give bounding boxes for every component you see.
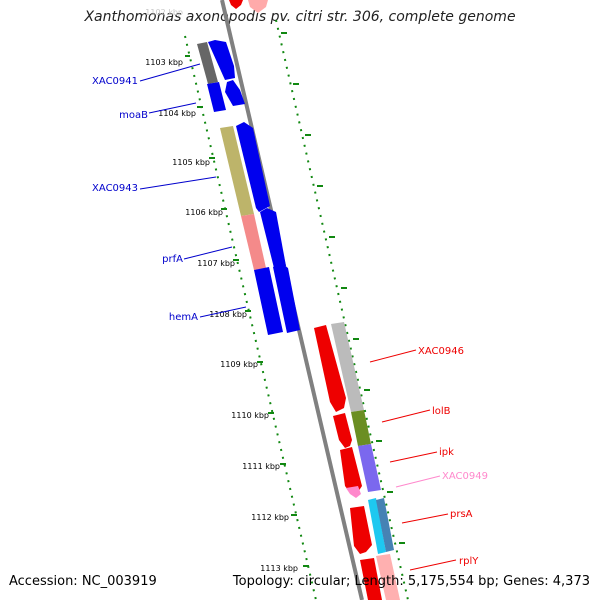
cog-bars-right xyxy=(331,322,400,600)
gene-moab-b xyxy=(225,80,245,106)
gene-label-xac0943[interactable]: XAC0943 xyxy=(92,183,138,194)
gene-prsa xyxy=(350,506,372,554)
gene-label-xac0946[interactable]: XAC0946 xyxy=(418,346,464,357)
major-tick-marks xyxy=(185,32,405,567)
gene-rply xyxy=(360,558,382,600)
accession-text: Accession: NC_003919 xyxy=(9,574,157,589)
gene-label-prsa[interactable]: prsA xyxy=(450,509,473,520)
partial-feature-top-red xyxy=(229,0,243,9)
genome-summary-text: Topology: circular; Length: 5,175,554 bp… xyxy=(232,574,590,589)
gene-hema-a xyxy=(254,267,283,335)
gene-label-prfa[interactable]: prfA xyxy=(162,254,183,265)
tick-label: 1103 kbp xyxy=(145,58,183,67)
tick-label: 1105 kbp xyxy=(172,158,210,167)
gene-xac0941 xyxy=(208,40,235,80)
tick-label: 1112 kbp xyxy=(251,513,289,522)
tick-label: 1111 kbp xyxy=(242,462,280,471)
gene-label-lolb[interactable]: lolB xyxy=(432,406,451,417)
plus-strand-genes xyxy=(207,40,300,335)
tick-label: 1108 kbp xyxy=(209,310,247,319)
tick-label: 1107 kbp xyxy=(197,259,235,268)
gene-xac0946 xyxy=(314,325,346,412)
gene-label-hema[interactable]: hemA xyxy=(169,312,198,323)
gene-hema-b xyxy=(273,263,300,333)
gene-xac0943 xyxy=(236,122,270,212)
tick-dots-left xyxy=(184,35,317,600)
minus-strand-genes xyxy=(314,325,382,600)
gene-label-moab[interactable]: moaB xyxy=(119,110,148,121)
gene-xac0949 xyxy=(346,486,361,498)
gene-label-ipk[interactable]: ipk xyxy=(439,447,454,458)
gene-label-xac0949[interactable]: XAC0949 xyxy=(442,471,488,482)
tick-label: 1102 kbp xyxy=(145,8,183,17)
gene-moab-a xyxy=(207,82,226,112)
cog-bars-left xyxy=(197,42,266,270)
tick-label: 1106 kbp xyxy=(185,208,223,217)
gene-ipk xyxy=(340,447,362,494)
genome-title: Xanthomonas axonopodis pv. citri str. 30… xyxy=(84,9,516,25)
gene-prfa xyxy=(260,208,286,268)
gene-label-xac0941[interactable]: XAC0941 xyxy=(92,76,138,87)
tick-label: 1110 kbp xyxy=(231,411,269,420)
right-leader-lines xyxy=(369,349,457,571)
partial-feature-top-pink xyxy=(248,0,268,13)
gene-label-rply[interactable]: rplY xyxy=(459,556,479,567)
tick-label: 1104 kbp xyxy=(158,109,196,118)
tick-label: 1109 kbp xyxy=(220,360,258,369)
tick-label: 1113 kbp xyxy=(260,564,298,573)
right-gene-labels: XAC0946 lolB ipk XAC0949 prsA rplY xyxy=(418,346,488,567)
tick-dots-right xyxy=(275,19,409,600)
gene-lolb xyxy=(333,413,352,448)
left-gene-labels: XAC0941 moaB XAC0943 prfA hemA xyxy=(92,76,198,323)
kbp-tick-labels: 1102 kbp 1103 kbp 1104 kbp 1105 kbp 1106… xyxy=(145,8,298,573)
left-leader-lines xyxy=(139,63,247,318)
